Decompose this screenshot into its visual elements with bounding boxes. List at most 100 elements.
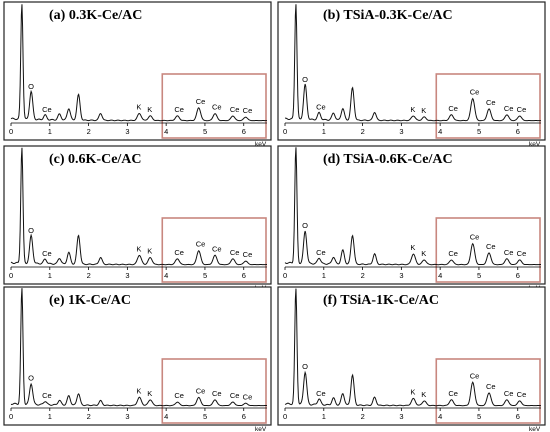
peak-label: O	[302, 221, 308, 230]
peak-label: Ce	[448, 249, 458, 258]
spectrum-line	[10, 4, 268, 122]
peak-label: Ce	[448, 389, 458, 398]
peak-label: Ce	[243, 392, 253, 401]
peak-label: K	[147, 105, 152, 114]
x-tick-label: 4	[438, 412, 442, 421]
x-tick-label: 1	[48, 271, 52, 280]
peak-label: Ce	[470, 233, 480, 242]
x-tick-label: 4	[438, 271, 442, 280]
panel-frame	[3, 145, 272, 285]
x-tick-label: 0	[9, 127, 13, 136]
ce-region-highlight	[161, 73, 267, 139]
spectrum-line	[284, 4, 542, 122]
peak-label: Ce	[243, 250, 253, 259]
peak-label: Ce	[230, 391, 240, 400]
peak-label: Ce	[316, 389, 326, 398]
x-tick-label: 2	[87, 271, 91, 280]
peak-label: Ce	[486, 98, 496, 107]
peak-label: Ce	[486, 242, 496, 251]
panel-title: (b) TSiA-0.3K-Ce/AC	[323, 8, 453, 23]
peak-label: Ce	[212, 244, 222, 253]
peak-label: O	[302, 362, 308, 371]
x-tick-label: 6	[242, 271, 246, 280]
x-tick-label: 6	[242, 127, 246, 136]
panel-title: (e) 1K-Ce/AC	[49, 293, 131, 308]
x-tick-label: 3	[399, 412, 403, 421]
peak-label: Ce	[517, 105, 527, 114]
peak-label: K	[136, 386, 141, 395]
x-tick-label: 5	[477, 271, 481, 280]
peak-label: K	[421, 390, 426, 399]
x-tick-label: 4	[164, 271, 168, 280]
peak-label: Ce	[470, 88, 480, 97]
peak-label: O	[28, 226, 34, 235]
peak-label: Ce	[42, 249, 52, 258]
x-tick-label: 0	[283, 271, 287, 280]
x-tick-label: 5	[203, 412, 207, 421]
x-axis-unit-label: keV	[255, 141, 267, 148]
spectrum-line	[10, 288, 268, 407]
peak-label: Ce	[230, 105, 240, 114]
x-axis-unit-label: keV	[529, 426, 541, 432]
peak-label: Ce	[486, 382, 496, 391]
spectrum-line	[10, 147, 268, 266]
peak-label: Ce	[470, 371, 480, 380]
peak-label: K	[136, 103, 141, 112]
peak-label: K	[421, 249, 426, 258]
ce-region-highlight	[161, 217, 267, 283]
peak-label: Ce	[42, 391, 52, 400]
x-tick-label: 1	[322, 271, 326, 280]
x-axis-unit-label: keV	[255, 426, 267, 432]
x-tick-label: 2	[87, 412, 91, 421]
peak-label: K	[147, 389, 152, 398]
peak-label: Ce	[42, 105, 52, 114]
panel-title: (a) 0.3K-Ce/AC	[49, 8, 142, 23]
peak-label: K	[421, 106, 426, 115]
peak-label: K	[410, 105, 415, 114]
x-tick-label: 6	[516, 127, 520, 136]
x-tick-label: 1	[48, 127, 52, 136]
peak-label: Ce	[504, 248, 514, 257]
peak-label: O	[302, 75, 308, 84]
peak-label: Ce	[212, 103, 222, 112]
peak-label: Ce	[316, 103, 326, 112]
x-tick-label: 5	[477, 127, 481, 136]
peak-label: Ce	[174, 391, 184, 400]
spectrum-line	[284, 147, 542, 266]
x-tick-label: 4	[164, 127, 168, 136]
x-tick-label: 0	[9, 412, 13, 421]
x-tick-label: 3	[399, 271, 403, 280]
ce-region-highlight	[435, 217, 541, 283]
peak-label: Ce	[504, 389, 514, 398]
x-tick-label: 6	[516, 412, 520, 421]
peak-label: K	[410, 388, 415, 397]
panel-title: (f) TSiA-1K-Ce/AC	[323, 293, 439, 308]
panel-title: (d) TSiA-0.6K-Ce/AC	[323, 152, 453, 167]
panel-frame	[3, 286, 272, 426]
spectrum-line	[284, 288, 542, 407]
x-tick-label: 5	[203, 127, 207, 136]
x-tick-label: 4	[164, 412, 168, 421]
x-tick-label: 3	[125, 127, 129, 136]
x-tick-label: 0	[283, 412, 287, 421]
peak-label: K	[147, 247, 152, 256]
ce-region-highlight	[435, 358, 541, 424]
peak-label: Ce	[212, 389, 222, 398]
peak-label: K	[410, 243, 415, 252]
x-tick-label: 1	[322, 412, 326, 421]
x-tick-label: 4	[438, 127, 442, 136]
x-tick-label: 2	[361, 127, 365, 136]
x-tick-label: 6	[242, 412, 246, 421]
peak-label: Ce	[504, 104, 514, 113]
x-tick-label: 2	[361, 271, 365, 280]
x-tick-label: 5	[477, 412, 481, 421]
peak-label: Ce	[316, 248, 326, 257]
peak-label: O	[28, 374, 34, 383]
ce-region-highlight	[161, 358, 267, 424]
peak-label: Ce	[196, 97, 206, 106]
peak-label: Ce	[448, 104, 458, 113]
panel-frame	[277, 145, 546, 285]
